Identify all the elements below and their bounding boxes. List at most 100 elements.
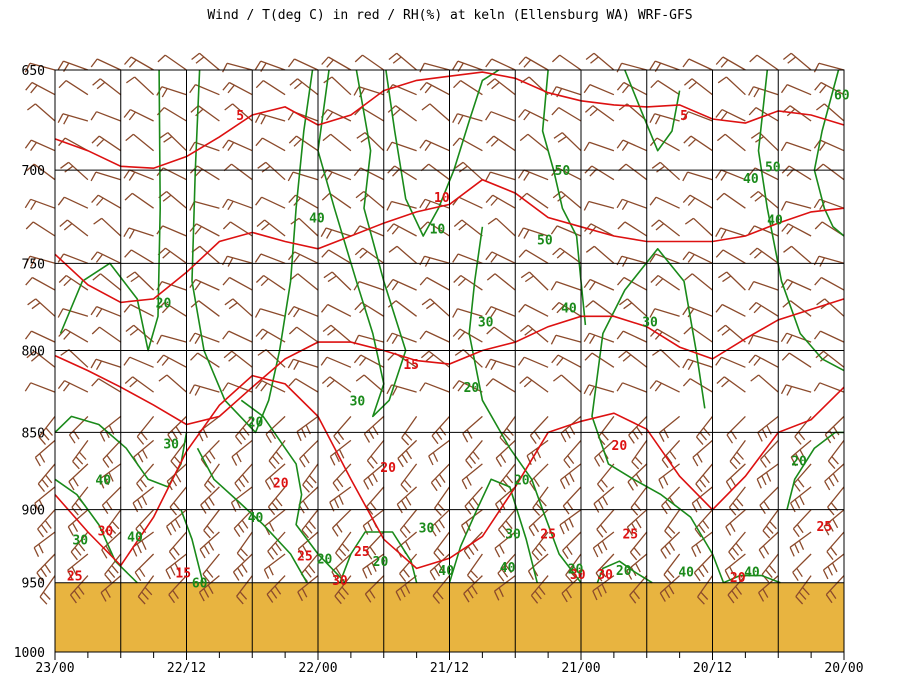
wind-barb [388,52,418,71]
x-tick-label: 20/12 [693,661,732,676]
wind-barb [386,141,417,152]
wind-barb [659,575,681,602]
wind-barb [386,223,417,237]
wind-barb [232,553,253,581]
wind-barb [495,439,516,467]
wind-barb [824,463,845,491]
wind-barb [234,415,253,445]
wind-barb [386,84,417,96]
y-tick-label: 750 [22,257,45,272]
wind-barb [550,280,582,291]
wind-barb [301,509,319,539]
rh-label: 40 [743,172,759,187]
wind-barb [397,439,418,468]
wind-barb [682,194,713,209]
wind-barb [684,217,713,237]
wind-barb [419,139,450,152]
wind-barb [485,171,516,182]
rh-label: 40 [127,530,143,545]
wind-barb [781,352,812,368]
wind-barb [781,165,812,181]
temperature-label: 25 [622,527,638,542]
wind-barb [362,553,385,579]
wind-barb [104,509,122,539]
wind-barb [353,280,385,291]
wind-barb [156,107,187,122]
wind-barb [794,415,812,445]
wind-barb [486,273,516,291]
rh-contour-13 [180,509,204,583]
wind-barb [761,553,779,583]
wind-barb [222,330,253,343]
wind-barb [826,531,845,560]
y-tick-label: 850 [22,426,45,441]
wind-barb [762,509,779,539]
wind-barb [25,81,56,96]
wind-barb [682,378,713,393]
wind-barb [37,463,56,493]
wind-barb [189,332,220,344]
wind-barb [583,84,615,96]
wind-barb [550,225,582,237]
wind-barb [517,227,549,239]
wind-barb [715,249,746,264]
wind-barb [531,531,549,561]
wind-barb [264,463,286,490]
wind-barb [168,575,187,604]
wind-barb [583,200,615,211]
wind-barb [827,486,845,516]
rh-label: 30 [419,522,435,537]
wind-barb [190,105,220,122]
rh-label: 40 [309,212,325,227]
rh-contour-9 [468,226,582,584]
wind-barb [263,553,286,579]
wind-barb [334,575,352,605]
wind-barb [256,219,286,237]
wind-barb [401,416,418,446]
wind-barb [36,553,56,582]
wind-barb [616,255,647,267]
wind-barb [264,509,286,536]
wind-barb [26,350,56,368]
wind-barb [518,56,549,71]
wind-barb [166,509,187,536]
wind-barb [592,575,615,601]
wind-barb [34,439,56,467]
wind-barb [758,575,779,602]
wind-barb [302,463,319,493]
wind-barb [517,169,549,181]
wind-barb [650,80,680,96]
wind-barb [134,553,155,582]
wind-barb [562,531,582,560]
wind-barb [200,439,220,468]
x-tick-label: 20/00 [824,661,863,676]
rh-label: 40 [767,213,783,228]
wind-barb [529,415,549,444]
wind-barb [421,298,450,317]
rh-label: 20 [514,473,530,488]
wind-barb [69,575,89,604]
wind-barb [585,52,615,71]
wind-barb [466,553,483,583]
rh-label: 20 [373,555,389,570]
rh-label: 40 [744,565,760,580]
wind-barb [748,86,779,98]
wind-barb [493,575,516,601]
temperature-label: 5 [236,109,244,124]
wind-barb [649,253,680,264]
wind-barb [658,463,680,489]
wind-barb [222,139,253,152]
wind-barb [198,575,220,602]
wind-barb [67,509,89,536]
wind-barb [497,509,516,538]
wind-barb [756,463,779,489]
wind-barb [759,439,779,468]
rh-label: 40 [95,473,111,488]
wind-barb [124,249,154,264]
wind-barb [363,463,385,490]
rh-contour-16 [596,560,653,584]
wind-barb [485,194,516,209]
wind-barb [156,334,187,345]
temperature-label: 5 [680,109,688,124]
wind-barb [452,328,483,343]
